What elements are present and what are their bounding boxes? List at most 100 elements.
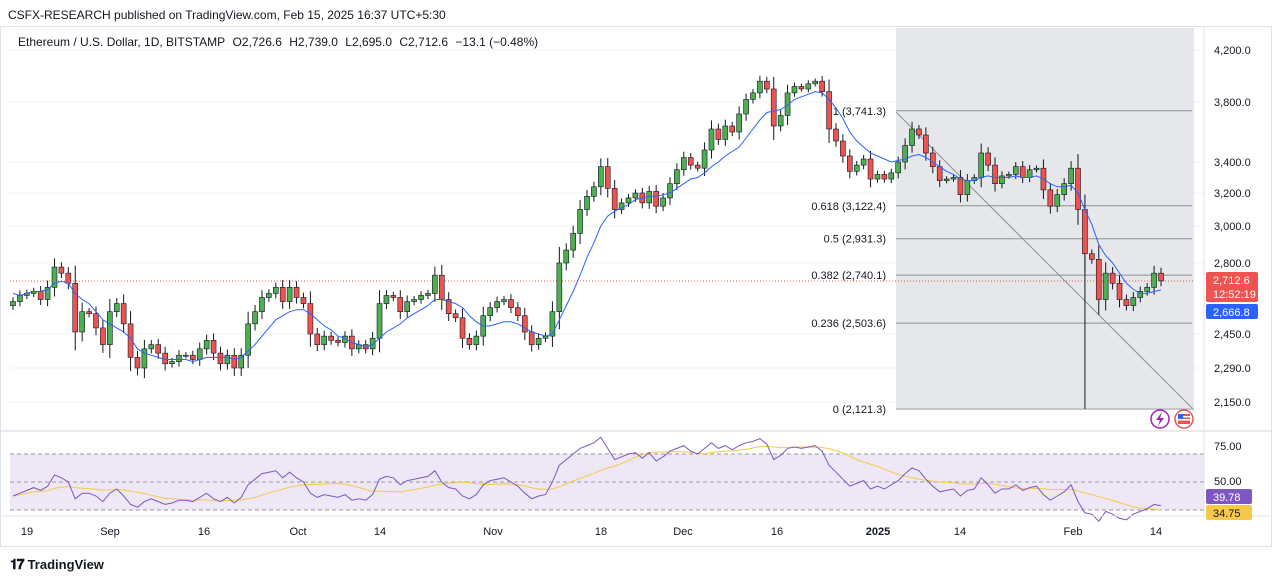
candle-body <box>210 340 217 354</box>
candle-body <box>72 282 79 333</box>
publisher-header: CSFX-RESEARCH published on TradingView.c… <box>8 8 446 22</box>
candle-body <box>798 86 805 90</box>
candle-body <box>259 297 265 312</box>
candle-body <box>978 152 984 178</box>
candle-body <box>535 337 542 345</box>
current-price-value: 2,712.6 <box>1213 275 1250 287</box>
price-axis-label: 2,290.0 <box>1214 363 1251 375</box>
candle-body <box>1137 291 1144 298</box>
candle-body <box>162 352 168 365</box>
candle-body <box>770 88 777 127</box>
candle-body <box>217 352 224 365</box>
candle-body <box>598 166 604 188</box>
candle-body <box>279 287 286 302</box>
ohlc-open: O2,726.6 <box>232 35 282 49</box>
time-axis-label: 16 <box>198 526 210 538</box>
candle-body <box>604 166 611 189</box>
candle-body <box>335 340 341 343</box>
rsi-value-tag: 39.78 <box>1206 489 1252 504</box>
candle-body <box>155 344 162 354</box>
chart-frame <box>0 26 1272 547</box>
price-axis-label: 3,000.0 <box>1214 221 1251 233</box>
rsi-value: 39.78 <box>1213 492 1241 504</box>
candle-body <box>487 307 493 317</box>
candle-body <box>611 188 618 210</box>
time-axis-label: 14 <box>374 526 386 538</box>
rsi-axis-label: 50.00 <box>1214 476 1242 488</box>
candle-body <box>708 128 715 151</box>
candle-body <box>1054 194 1061 207</box>
symbol-legend: Ethereum / U.S. Dollar, 1D, BITSTAMP O2,… <box>18 35 542 49</box>
candle-body <box>1047 189 1054 207</box>
us-flag-event-icon[interactable] <box>1174 409 1194 429</box>
candle-body <box>452 313 459 319</box>
candle-body <box>148 344 155 350</box>
candle-body <box>722 125 729 140</box>
current-price-tag: 2,712.6 12:52:19 <box>1206 272 1258 302</box>
candle-body <box>1095 258 1102 300</box>
candle-body <box>784 92 791 116</box>
candle-body <box>93 313 99 329</box>
candle-body <box>1089 253 1095 260</box>
candle-body <box>459 317 466 339</box>
candle-body <box>65 272 72 284</box>
candle-body <box>44 287 51 300</box>
candle-body <box>521 315 528 333</box>
candle-body <box>563 249 570 264</box>
candle-body <box>694 164 701 169</box>
candle-body <box>1082 209 1088 255</box>
rsi-line <box>12 436 1162 522</box>
candle-body <box>120 303 127 325</box>
candle-body <box>369 337 376 350</box>
candle-body <box>950 177 957 180</box>
candle-body <box>466 337 473 345</box>
candle-body <box>1012 166 1019 175</box>
candle-body <box>203 340 210 350</box>
candle-body <box>1026 169 1033 178</box>
time-axis-label: 14 <box>954 526 966 538</box>
candle-body <box>1123 299 1130 306</box>
fib-level-label: 0.618 (3,122.4) <box>811 201 886 213</box>
candle-body <box>321 335 328 345</box>
candle-body <box>390 295 397 298</box>
footer-brand[interactable]: 𝟏𝟕 TradingView <box>10 556 104 573</box>
candle-body <box>418 295 424 300</box>
time-axis-label: 16 <box>771 526 783 538</box>
candle-body <box>936 166 943 181</box>
lightning-event-icon[interactable] <box>1150 409 1170 429</box>
candle-body <box>383 295 390 304</box>
candle-body <box>999 175 1005 184</box>
candle-body <box>17 295 23 302</box>
candle-body <box>1068 167 1074 184</box>
time-axis-label: 19 <box>21 526 33 538</box>
candle-body <box>625 197 632 204</box>
candle-body <box>245 323 251 356</box>
symbol-name[interactable]: Ethereum / U.S. Dollar, 1D, BITSTAMP <box>18 35 226 49</box>
candle-body <box>791 86 798 94</box>
candle-body <box>674 169 680 184</box>
candle-body <box>1109 272 1116 284</box>
candle-body <box>176 354 182 362</box>
fib-trend-line <box>895 111 1195 411</box>
candle-body <box>113 303 120 312</box>
fib-level-label: 1 (3,741.3) <box>833 106 886 118</box>
price-axis-label: 3,800.0 <box>1214 97 1251 109</box>
time-axis-label: Nov <box>483 526 503 538</box>
candle-body <box>266 293 272 298</box>
candle-body <box>51 266 58 288</box>
candle-body <box>687 157 694 166</box>
candle-body <box>964 180 971 195</box>
footer-brand-text: TradingView <box>27 557 104 572</box>
candle-body <box>501 299 507 302</box>
candle-body <box>805 83 812 90</box>
candle-body <box>777 115 784 127</box>
candle-body <box>846 155 853 172</box>
candle-body <box>196 348 203 360</box>
candle-body <box>10 301 16 306</box>
candle-body <box>909 128 915 146</box>
candle-body <box>888 172 895 180</box>
candle-body <box>902 145 908 163</box>
rsi-ma-line <box>12 445 1162 511</box>
candle-body <box>874 174 881 180</box>
